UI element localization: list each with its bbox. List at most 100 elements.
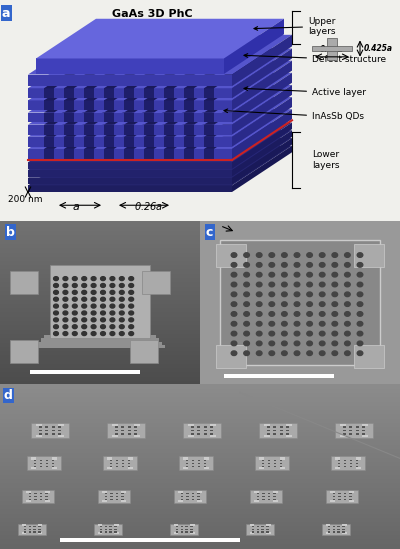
Bar (349, 427, 352, 428)
Bar (22, 524, 26, 526)
Bar (116, 493, 118, 494)
Bar (197, 433, 200, 435)
Bar (121, 427, 124, 428)
Bar (273, 496, 276, 497)
Circle shape (91, 297, 96, 301)
Bar (190, 529, 192, 530)
Bar (257, 498, 259, 500)
Bar (178, 491, 183, 493)
Bar (344, 460, 346, 461)
Circle shape (332, 302, 338, 306)
Text: a: a (2, 7, 10, 20)
Bar (110, 526, 112, 528)
Bar (286, 427, 290, 428)
Polygon shape (184, 113, 194, 122)
Bar (190, 524, 194, 526)
Bar (58, 424, 64, 426)
Bar (191, 430, 194, 432)
Bar (39, 430, 42, 432)
Bar (128, 460, 130, 461)
Polygon shape (44, 149, 54, 159)
Bar (29, 496, 31, 497)
Bar (362, 427, 366, 428)
Bar (34, 496, 36, 497)
Circle shape (91, 290, 96, 294)
Polygon shape (184, 97, 254, 137)
Bar (328, 531, 330, 533)
Circle shape (319, 272, 325, 277)
Polygon shape (104, 97, 174, 137)
Circle shape (307, 322, 312, 326)
Polygon shape (204, 85, 274, 125)
Bar (35, 345, 165, 348)
Bar (24, 529, 26, 530)
Circle shape (91, 277, 96, 281)
Polygon shape (184, 61, 254, 100)
Bar (356, 427, 359, 428)
Bar (197, 496, 200, 497)
Polygon shape (164, 137, 174, 147)
Circle shape (307, 292, 312, 296)
Bar (197, 500, 202, 502)
Bar (330, 500, 335, 502)
Circle shape (307, 253, 312, 257)
Polygon shape (232, 122, 292, 169)
Bar (257, 496, 259, 497)
Bar (267, 430, 270, 432)
Bar (266, 526, 268, 528)
Bar (312, 46, 352, 51)
Circle shape (269, 312, 275, 316)
Polygon shape (28, 109, 292, 149)
Circle shape (101, 283, 106, 288)
Circle shape (269, 341, 275, 346)
Circle shape (282, 292, 287, 296)
Circle shape (54, 325, 58, 329)
Bar (204, 467, 209, 469)
Bar (256, 529, 259, 530)
Circle shape (129, 297, 134, 301)
Bar (174, 533, 178, 534)
Bar (340, 435, 346, 437)
Polygon shape (204, 73, 274, 113)
Circle shape (82, 318, 87, 322)
Bar (335, 423, 373, 438)
Circle shape (282, 282, 287, 287)
Polygon shape (64, 48, 134, 88)
Bar (24, 526, 26, 528)
Bar (34, 493, 36, 494)
Bar (34, 531, 36, 533)
Circle shape (63, 311, 68, 315)
Circle shape (307, 312, 312, 316)
Polygon shape (232, 109, 292, 159)
Circle shape (129, 311, 134, 315)
Bar (45, 493, 48, 494)
Bar (266, 531, 268, 533)
Bar (216, 345, 246, 368)
Polygon shape (164, 97, 234, 137)
Bar (262, 526, 264, 528)
Bar (186, 466, 188, 467)
Polygon shape (232, 138, 292, 184)
Bar (280, 467, 285, 469)
Bar (41, 339, 159, 342)
Circle shape (344, 292, 350, 296)
Bar (26, 500, 31, 502)
Bar (250, 524, 254, 526)
Circle shape (63, 304, 68, 308)
Circle shape (231, 253, 237, 257)
Polygon shape (44, 113, 54, 122)
Polygon shape (84, 73, 154, 113)
Circle shape (110, 277, 115, 281)
Bar (134, 427, 138, 428)
Bar (343, 433, 346, 435)
Circle shape (244, 312, 250, 316)
Bar (192, 466, 194, 467)
Circle shape (231, 351, 237, 356)
Bar (286, 435, 292, 437)
Bar (115, 433, 118, 435)
Polygon shape (124, 48, 194, 88)
Circle shape (119, 297, 124, 301)
Circle shape (110, 283, 115, 288)
Bar (274, 460, 276, 461)
Polygon shape (104, 73, 174, 113)
